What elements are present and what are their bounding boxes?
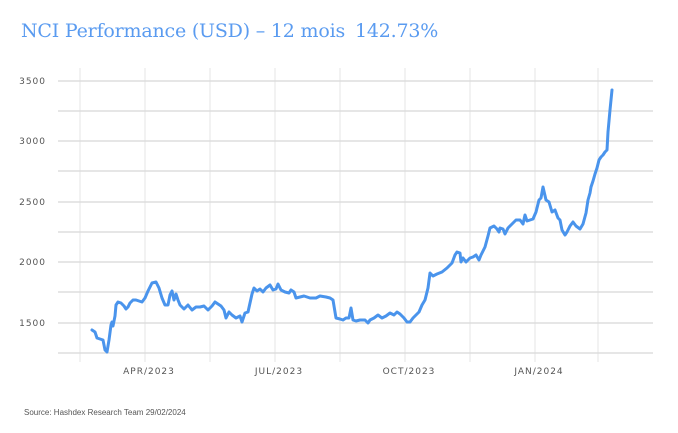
performance-value: 142.73% (355, 20, 439, 42)
y-tick-label: 2000 (19, 258, 46, 268)
x-tick-label: APR/2023 (123, 367, 175, 377)
y-tick-label: 1500 (19, 319, 46, 329)
chart-title-text: NCI Performance (USD) – 12 mois (21, 20, 345, 42)
y-tick-label: 3000 (19, 137, 46, 147)
chart-title: NCI Performance (USD) – 12 mois 142.73% (21, 20, 438, 42)
x-tick-label: JAN/2024 (513, 367, 563, 377)
y-tick-label: 2500 (19, 198, 46, 208)
y-axis-labels: 3500 3000 2500 2000 1500 (19, 77, 46, 329)
nci-performance-line (90, 88, 614, 354)
source-note: Source: Hashdex Research Team 29/02/2024 (24, 408, 186, 417)
horizontal-gridlines (58, 80, 653, 354)
y-tick-label: 3500 (19, 77, 46, 87)
x-tick-label: JUL/2023 (254, 367, 303, 377)
vertical-gridlines (79, 68, 599, 362)
x-axis-labels: APR/2023 JUL/2023 OCT/2023 JAN/2024 (123, 367, 563, 377)
x-tick-label: OCT/2023 (383, 367, 436, 377)
